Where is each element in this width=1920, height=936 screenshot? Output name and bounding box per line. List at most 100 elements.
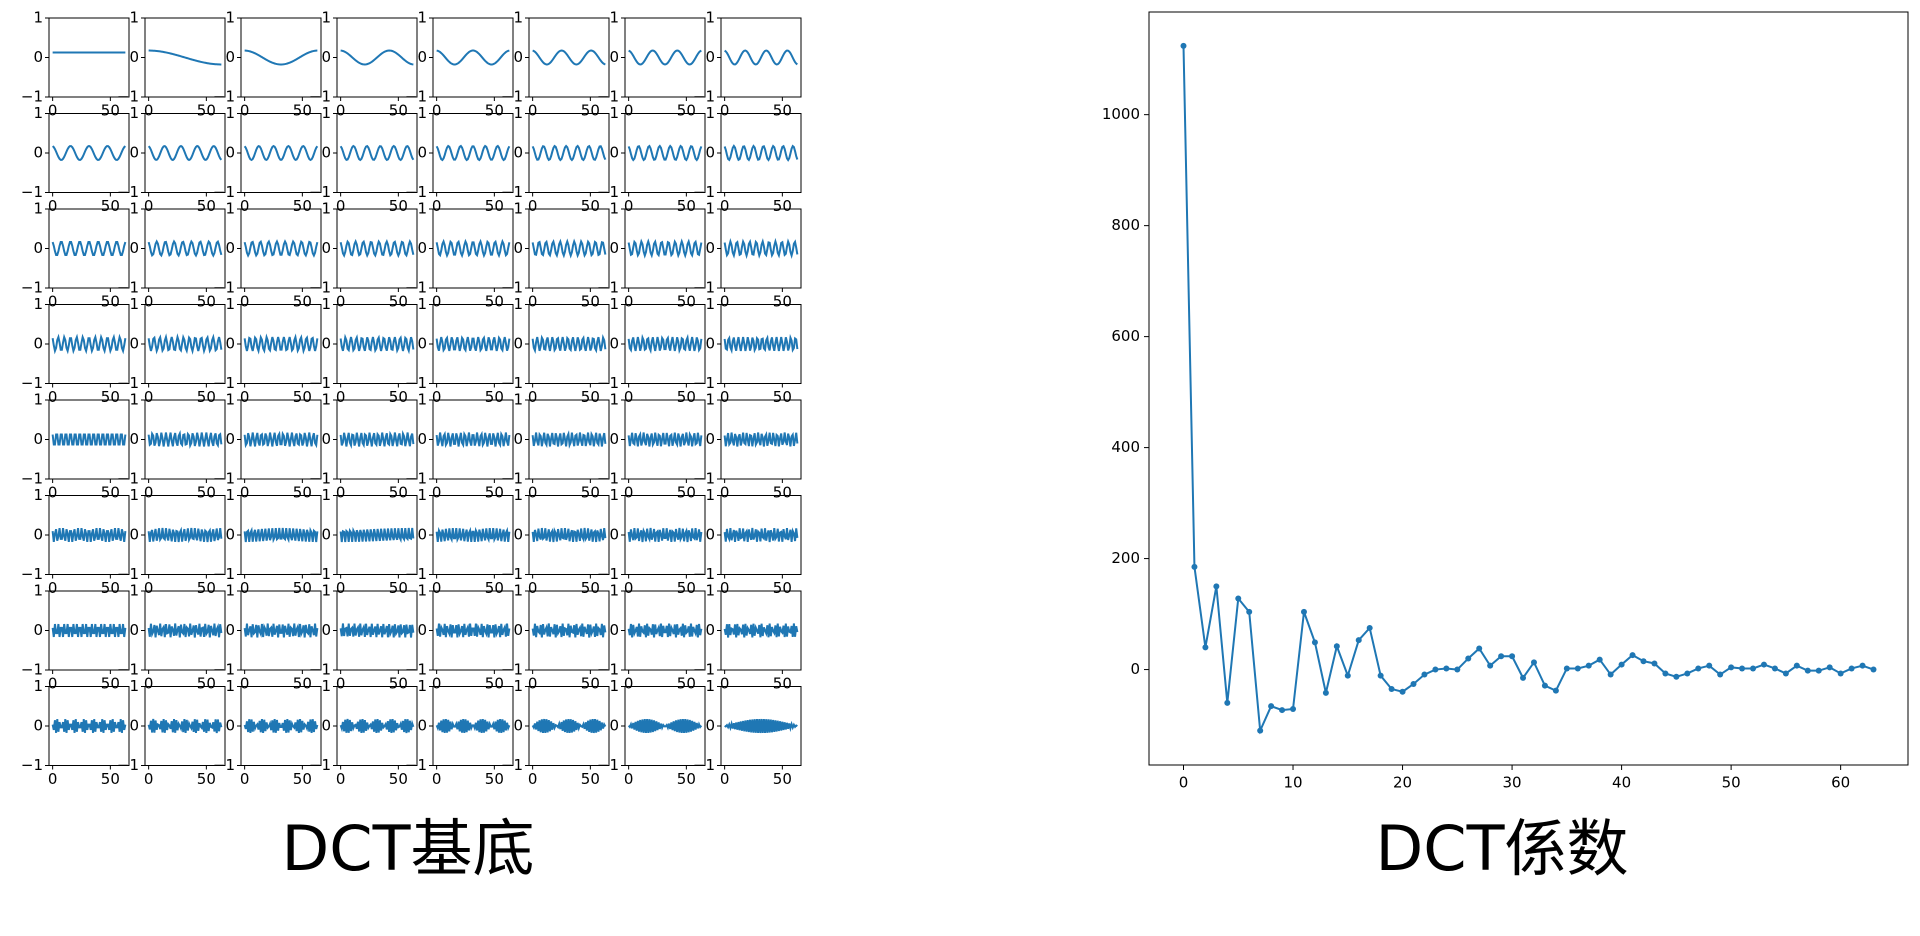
point (1180, 42, 1187, 49)
y-tick-label: 0 (609, 717, 619, 735)
x-tick-label: 0 (240, 484, 250, 502)
y-tick-label: −1 (309, 88, 331, 106)
basis-curve (531, 527, 607, 543)
point (1322, 689, 1329, 696)
y-tick-label: 0 (705, 144, 715, 162)
y-tick-label: 0 (225, 48, 235, 66)
y-tick-label: −1 (597, 470, 619, 488)
point (1717, 671, 1724, 678)
x-tick-label: 50 (677, 579, 696, 597)
x-tick-label: 50 (485, 197, 504, 215)
basis-curve (531, 430, 607, 449)
point (1300, 608, 1307, 615)
y-tick-label: −1 (501, 470, 523, 488)
x-tick-label: 50 (389, 388, 408, 406)
basis-curve (339, 526, 415, 544)
basis-curve (147, 718, 223, 734)
basis-curve (339, 144, 415, 162)
y-tick-label: 1 (513, 295, 523, 313)
basis-curve (51, 333, 127, 355)
point (1421, 671, 1428, 678)
y-tick-label: −1 (501, 756, 523, 774)
x-tick-label: 50 (293, 293, 312, 311)
y-tick-label: 1 (705, 582, 715, 600)
x-tick-label: 0 (48, 293, 58, 311)
point (1706, 662, 1713, 669)
y-tick-label: 0 (609, 48, 619, 66)
x-tick-label: 0 (336, 770, 346, 788)
point (1739, 665, 1746, 672)
point (1290, 705, 1297, 712)
basis-curve (435, 718, 511, 734)
y-tick-label: −1 (597, 565, 619, 583)
x-tick-label: 50 (197, 579, 216, 597)
point (1410, 680, 1417, 687)
y-tick-label: −1 (501, 661, 523, 679)
y-tick-label: −1 (117, 88, 139, 106)
y-tick-label: −1 (213, 565, 235, 583)
y-tick-label: 0 (513, 526, 523, 544)
x-tick-label: 0 (720, 484, 730, 502)
y-tick-label: −1 (693, 183, 715, 201)
x-tick-label: 0 (624, 675, 634, 693)
y-tick-label: −1 (693, 661, 715, 679)
y-tick-label: 0 (513, 335, 523, 353)
point (1257, 727, 1264, 734)
y-tick-label: −1 (501, 374, 523, 392)
point (1859, 662, 1866, 669)
basis-curve (627, 144, 703, 162)
y-tick-label: 0 (513, 48, 523, 66)
x-tick-label: 0 (528, 293, 538, 311)
y-tick-label: −1 (693, 565, 715, 583)
x-tick-label: 50 (485, 388, 504, 406)
y-tick-label: 0 (609, 335, 619, 353)
x-tick-label: 50 (677, 484, 696, 502)
x-tick-label: 0 (528, 579, 538, 597)
x-tick-label: 0 (432, 197, 442, 215)
x-tick-label: 0 (144, 102, 154, 120)
point (1673, 673, 1680, 680)
basis-curve (531, 144, 607, 162)
y-tick-label: 1 (417, 295, 427, 313)
point (1366, 624, 1373, 631)
x-tick-label: 0 (240, 102, 250, 120)
y-tick-label: 1 (225, 9, 235, 27)
basis-curve (724, 49, 798, 66)
x-tick-label: 50 (677, 197, 696, 215)
x-tick-label: 0 (240, 770, 250, 788)
y-tick-label: −1 (309, 756, 331, 774)
y-tick-label: −1 (117, 374, 139, 392)
point (1520, 674, 1527, 681)
point (1782, 670, 1789, 677)
x-tick-label: 50 (389, 675, 408, 693)
y-tick-label: −1 (213, 470, 235, 488)
x-tick-label: 0 (432, 579, 442, 597)
y-tick-label: 1 (513, 677, 523, 695)
basis-curve (340, 49, 414, 66)
basis-curve (435, 238, 511, 259)
y-tick-label: 1 (321, 677, 331, 695)
y-tick-label: −1 (693, 88, 715, 106)
y-tick-label: −1 (693, 279, 715, 297)
basis-curve (531, 623, 607, 638)
y-tick-label: 1 (417, 104, 427, 122)
x-tick-label: 50 (581, 579, 600, 597)
point (1224, 699, 1231, 706)
y-tick-label: −1 (501, 279, 523, 297)
point (1432, 666, 1439, 673)
point (1728, 664, 1735, 671)
point (1202, 644, 1209, 651)
y-tick-label: 0 (225, 335, 235, 353)
y-tick-label: 1 (705, 677, 715, 695)
coefficient-title: DCT係数 (1376, 812, 1629, 885)
x-tick-label: 0 (432, 388, 442, 406)
x-tick-label: 0 (528, 102, 538, 120)
x-tick-label: 50 (197, 675, 216, 693)
basis-curve (147, 144, 223, 162)
point (1355, 637, 1362, 644)
x-tick-label: 0 (336, 579, 346, 597)
x-tick-label: 50 (197, 770, 216, 788)
x-tick-label: 50 (485, 102, 504, 120)
y-tick-label: −1 (597, 183, 619, 201)
x-tick-label: 50 (101, 197, 120, 215)
